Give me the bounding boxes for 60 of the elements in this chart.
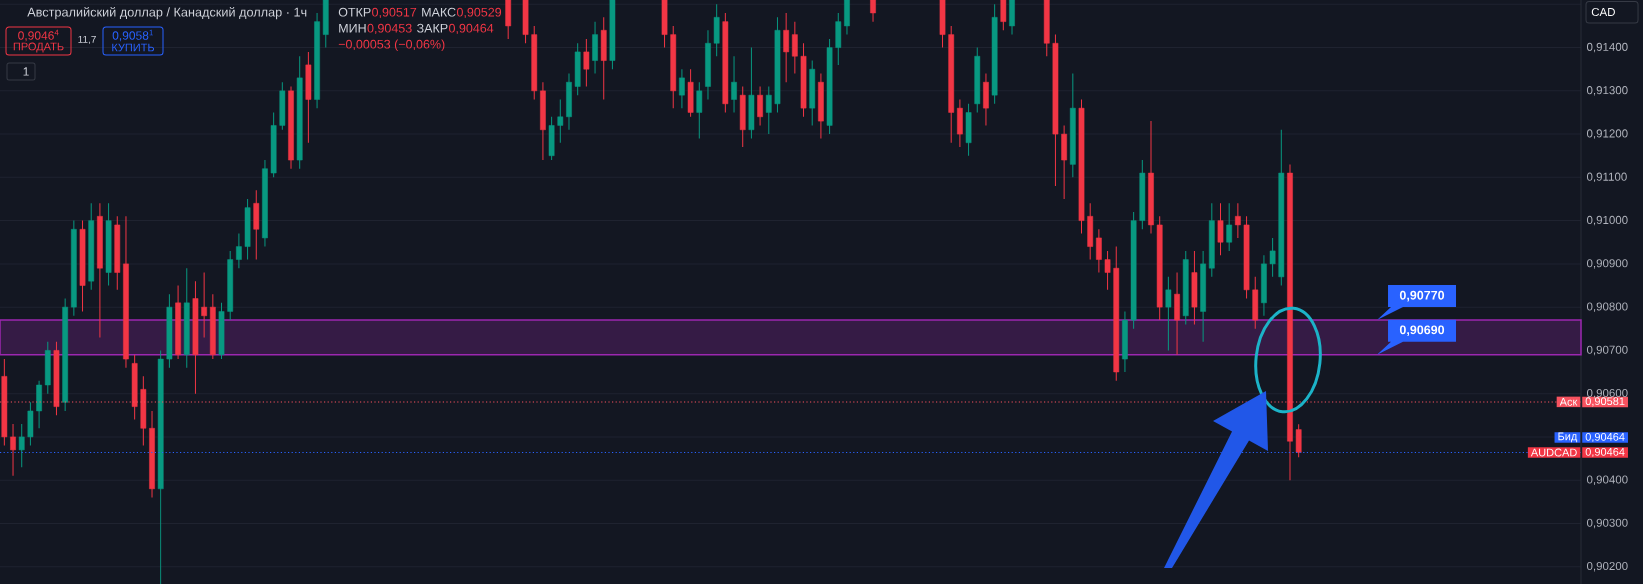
candlestick	[1165, 276, 1172, 351]
candlestick	[1295, 423, 1302, 458]
candlestick	[1104, 250, 1111, 291]
y-tick-label: 0,90600	[1586, 388, 1628, 399]
annotation: 11,7	[78, 35, 96, 45]
candlestick	[783, 12, 790, 83]
candlestick	[757, 86, 763, 126]
candlestick	[1096, 228, 1102, 274]
y-tick-label: 0,90900	[1586, 259, 1628, 269]
annotation: КУПИТЬ	[112, 43, 155, 52]
annotation: МИН	[339, 23, 366, 33]
annotation: 0,90690	[1399, 325, 1445, 337]
candlestick	[236, 233, 242, 269]
y-tick-label: 0,91000	[1586, 215, 1628, 226]
y-tick-label: 0,90800	[1586, 302, 1628, 312]
annotation: 0,90529	[456, 7, 502, 19]
candlestick	[679, 68, 685, 109]
candlestick	[1269, 237, 1276, 278]
text: Австралийский доллар / Канадский доллар · 1ч	[27, 7, 307, 20]
candlestick	[696, 81, 703, 139]
candlestick	[1217, 202, 1224, 256]
candlestick	[10, 423, 16, 477]
annotation: 0,90517	[372, 7, 417, 19]
candlestick	[1000, 0, 1007, 31]
annotation: ЗАКР	[417, 23, 448, 33]
y-tick-label: 0,90700	[1586, 345, 1628, 356]
candlestick	[1226, 202, 1233, 252]
candlestick	[18, 423, 25, 468]
text: 0,90464	[1585, 447, 1625, 458]
annotation: 0,90464	[449, 23, 494, 35]
candlestick	[731, 55, 737, 113]
text: CAD	[1591, 7, 1615, 17]
annotation: AUDCAD	[1530, 448, 1577, 457]
y-tick-label: 0,91200	[1586, 129, 1628, 139]
y-tick-label: 0,90400	[1586, 475, 1628, 485]
candlestick	[1235, 202, 1241, 239]
annotation: 1	[23, 67, 29, 76]
candlestick	[765, 86, 772, 135]
y-tick-label: 0,91400	[1586, 42, 1628, 53]
y-tick-label: 0,91100	[1586, 172, 1627, 183]
annotation: МАКС	[422, 7, 456, 17]
candlestick	[791, 21, 798, 75]
y-tick-label: 0,91300	[1586, 86, 1628, 96]
ref-line-label: 0,90581	[1585, 397, 1625, 407]
candlestick	[583, 38, 590, 88]
annotation: ПРОДАТЬ	[13, 42, 64, 53]
legend-label: 0,90464	[1585, 432, 1625, 443]
candlestick	[870, 0, 876, 23]
annotation: 0,9046$^{4}$	[18, 29, 59, 42]
annotation: Аск	[1559, 398, 1578, 406]
annotation: ОТКР	[338, 7, 371, 17]
annotation: 0,90453	[367, 23, 412, 35]
annotation: Бид	[1558, 432, 1578, 443]
y-tick-label: 0,90200	[1586, 561, 1628, 572]
annotation: 0,90770	[1399, 290, 1445, 302]
candlestick	[557, 98, 564, 144]
y-tick-label: 0,90300	[1586, 518, 1628, 529]
candlestick	[201, 272, 207, 338]
annotation: −0,00053 (−0,06%)	[338, 39, 445, 52]
annotation: 0,9058$^{1}$	[112, 29, 153, 42]
